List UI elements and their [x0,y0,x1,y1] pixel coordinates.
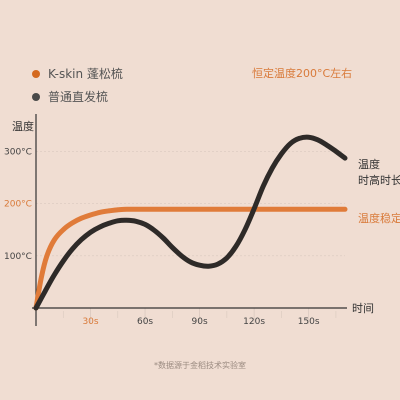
y-tick-label: 300°C [4,147,32,157]
legend: K-skin 蓬松梳 普通直发梳 [32,66,123,104]
legend-normal-label: 普通直发梳 [48,89,108,104]
footnote: *数据源于金稻技术实验室 [154,360,246,370]
axis-layer: 100°C 200°C 300°C 30s 60s 90s 120s 150s [4,114,347,327]
x-axis-title: 时间 [352,302,374,315]
grid-layer [36,151,345,257]
series-kskin-line [33,206,348,311]
legend-normal-dot [32,93,40,101]
annotation-temp: 温度 [358,157,380,171]
x-tick-label: 150s [298,317,320,327]
x-tick-label: 60s [137,317,153,327]
legend-kskin-label: K-skin 蓬松梳 [48,66,123,81]
legend-kskin-dot [32,70,40,78]
top-note: 恒定温度200°C左右 [252,66,352,80]
x-tick-label: 30s [82,317,98,327]
annotation-stable: 温度稳定 [358,211,400,225]
series-layer [33,134,348,311]
x-tick-label: 90s [192,317,208,327]
y-tick-label: 100°C [4,252,32,262]
series-normal-line [33,134,348,311]
x-tick-label: 120s [243,317,265,327]
annotation-fluctuate: 时高时长 [358,173,400,187]
y-axis-title: 温度 [12,119,34,133]
y-tick-label: 200°C [4,200,32,210]
